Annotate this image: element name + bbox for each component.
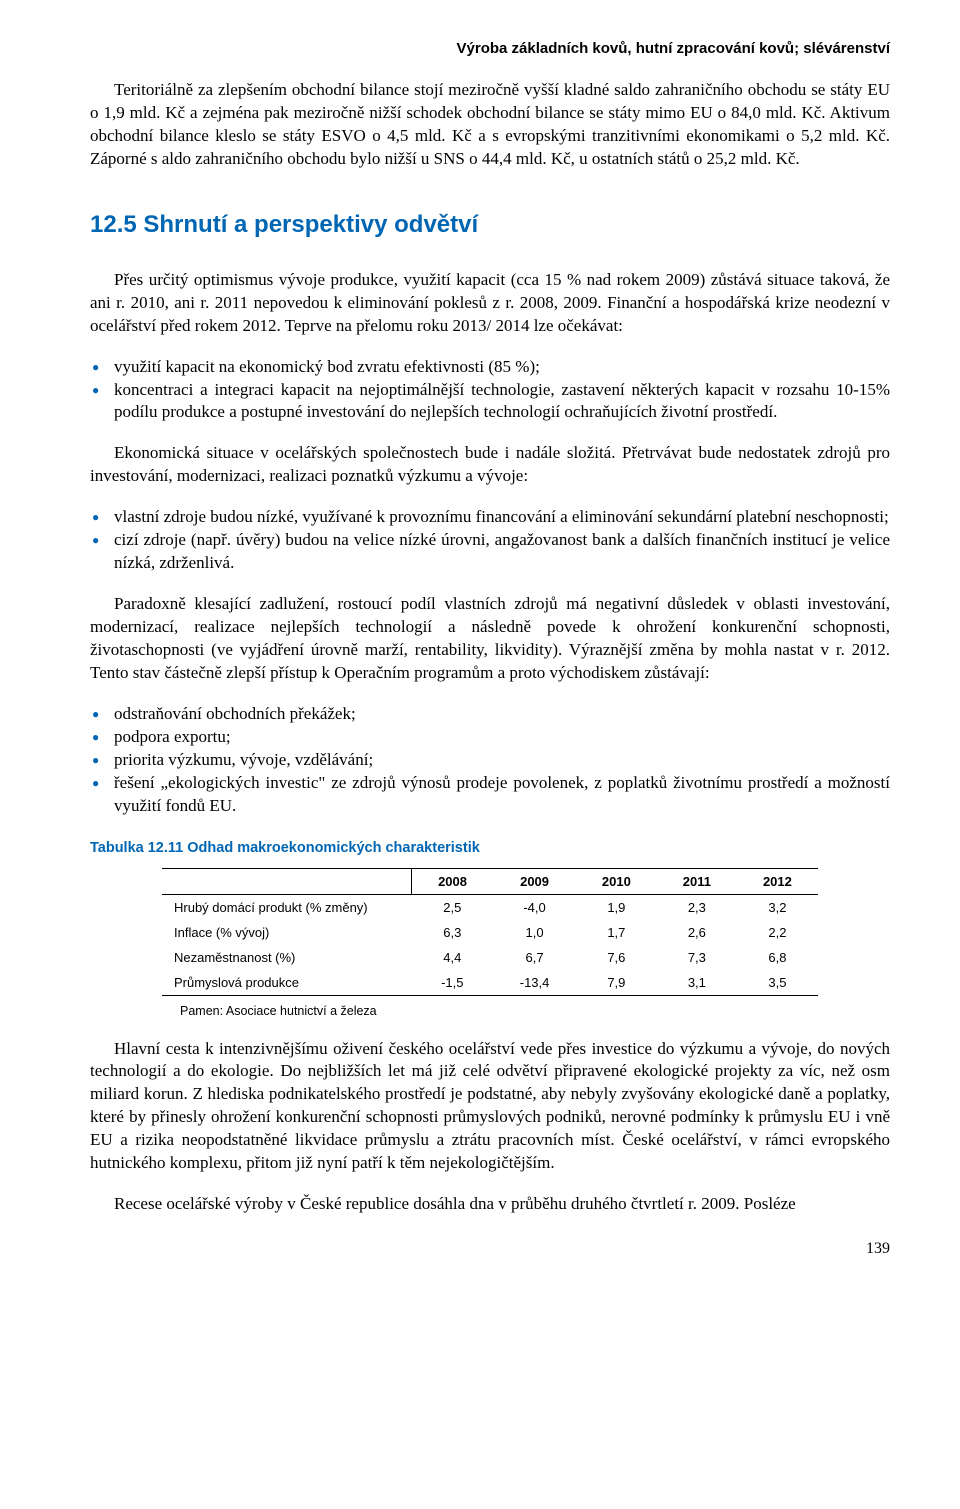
- table-header: [162, 868, 411, 894]
- table-row: Inflace (% vývoj) 6,3 1,0 1,7 2,6 2,2: [162, 920, 818, 945]
- table-cell: 6,3: [411, 920, 493, 945]
- paragraph-6: Recese ocelářské výroby v České republic…: [90, 1193, 890, 1216]
- macro-table: 2008 2009 2010 2011 2012 Hrubý domácí pr…: [162, 868, 818, 996]
- table-cell: Průmyslová produkce: [162, 970, 411, 996]
- table-cell: Hrubý domácí produkt (% změny): [162, 894, 411, 920]
- table-cell: -1,5: [411, 970, 493, 996]
- table-cell: 2,3: [657, 894, 737, 920]
- page-number: 139: [90, 1240, 890, 1258]
- section-title: 12.5 Shrnutí a perspektivy odvětví: [90, 211, 890, 239]
- table-cell: 1,9: [576, 894, 657, 920]
- table-source: Pamen: Asociace hutnictví a železa: [180, 1004, 890, 1018]
- table-cell: 4,4: [411, 945, 493, 970]
- bullet-list-3: odstraňování obchodních překážek; podpor…: [90, 703, 890, 818]
- bullet-list-1: využití kapacit na ekonomický bod zvratu…: [90, 356, 890, 425]
- table-header: 2008: [411, 868, 493, 894]
- table-cell: 7,3: [657, 945, 737, 970]
- table-row: Průmyslová produkce -1,5 -13,4 7,9 3,1 3…: [162, 970, 818, 996]
- table-header: 2010: [576, 868, 657, 894]
- table-cell: 2,2: [737, 920, 818, 945]
- table-caption: Tabulka 12.11 Odhad makroekonomických ch…: [90, 840, 890, 856]
- table-header: 2012: [737, 868, 818, 894]
- table-cell: 7,6: [576, 945, 657, 970]
- list-item: vlastní zdroje budou nízké, využívané k …: [90, 506, 890, 529]
- bullet-list-2: vlastní zdroje budou nízké, využívané k …: [90, 506, 890, 575]
- list-item: cizí zdroje (např. úvěry) budou na velic…: [90, 529, 890, 575]
- table-cell: 2,5: [411, 894, 493, 920]
- table-cell: 1,0: [493, 920, 575, 945]
- table-cell: 6,8: [737, 945, 818, 970]
- table-header: 2009: [493, 868, 575, 894]
- list-item: priorita výzkumu, vývoje, vzdělávání;: [90, 749, 890, 772]
- table-row: Nezaměstnanost (%) 4,4 6,7 7,6 7,3 6,8: [162, 945, 818, 970]
- paragraph-5: Hlavní cesta k intenzivnějšímu oživení č…: [90, 1038, 890, 1176]
- list-item: řešení „ekologických investic" ze zdrojů…: [90, 772, 890, 818]
- table-cell: 3,1: [657, 970, 737, 996]
- page-header: Výroba základních kovů, hutní zpracování…: [90, 40, 890, 57]
- table-cell: 3,5: [737, 970, 818, 996]
- list-item: odstraňování obchodních překážek;: [90, 703, 890, 726]
- paragraph-4: Paradoxně klesající zadlužení, rostoucí …: [90, 593, 890, 685]
- list-item: koncentraci a integraci kapacit na nejop…: [90, 379, 890, 425]
- table-cell: -13,4: [493, 970, 575, 996]
- table-cell: Inflace (% vývoj): [162, 920, 411, 945]
- table-cell: 2,6: [657, 920, 737, 945]
- list-item: podpora exportu;: [90, 726, 890, 749]
- paragraph-3: Ekonomická situace v ocelářských společn…: [90, 442, 890, 488]
- table-cell: -4,0: [493, 894, 575, 920]
- table-cell: 1,7: [576, 920, 657, 945]
- table-cell: 7,9: [576, 970, 657, 996]
- list-item: využití kapacit na ekonomický bod zvratu…: [90, 356, 890, 379]
- table-row: Hrubý domácí produkt (% změny) 2,5 -4,0 …: [162, 894, 818, 920]
- table-cell: 3,2: [737, 894, 818, 920]
- table-header: 2011: [657, 868, 737, 894]
- paragraph-intro: Teritoriálně za zlepšením obchodní bilan…: [90, 79, 890, 171]
- table-cell: Nezaměstnanost (%): [162, 945, 411, 970]
- paragraph-2: Přes určitý optimismus vývoje produkce, …: [90, 269, 890, 338]
- table-cell: 6,7: [493, 945, 575, 970]
